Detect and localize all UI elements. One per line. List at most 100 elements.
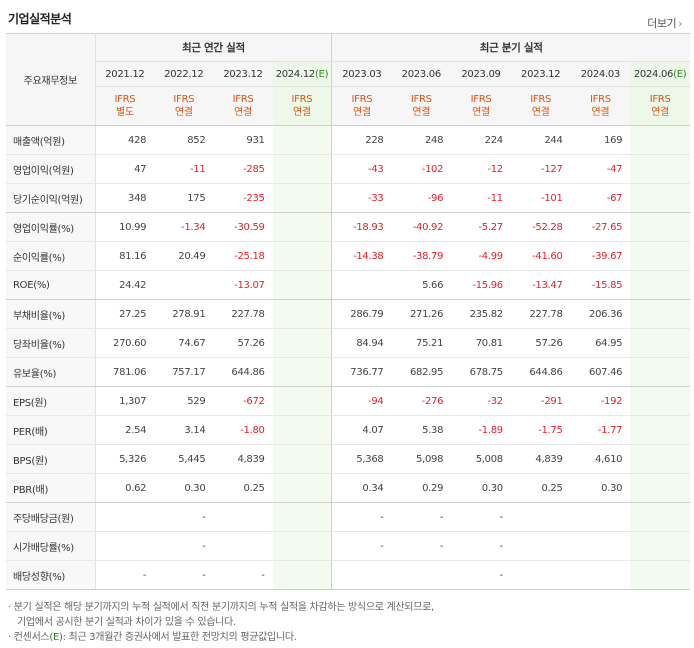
table-cell (630, 560, 690, 590)
period-label: 2023.12 (521, 68, 561, 80)
table-cell (570, 502, 631, 532)
period-header: 2024.03 (570, 61, 631, 87)
table-cell: 0.25 (510, 473, 571, 503)
table-cell: 428 (95, 125, 155, 155)
estimate-mark: (E) (673, 68, 687, 80)
table-cell: 0.62 (95, 473, 155, 503)
table-cell: 47 (95, 154, 155, 184)
table-cell: 757.17 (154, 357, 214, 387)
row-label: 순이익률(%) (6, 241, 96, 271)
table-cell: -192 (570, 386, 631, 416)
accounting-standard: IFRS 별도 (95, 86, 155, 126)
standard-scope: 연결 (472, 107, 490, 118)
table-cell: 20.49 (154, 241, 214, 271)
table-cell (95, 502, 155, 532)
table-cell: 74.67 (154, 328, 214, 358)
table-cell: -127 (510, 154, 571, 184)
table-cell: 57.26 (510, 328, 571, 358)
standard-name: IFRS (114, 94, 136, 105)
footnote-2: · 컨센서스(E): 최근 3개월간 증권사에서 발표한 전망치의 평균값입니다… (8, 632, 297, 643)
table-row: 배당성향(%) - - - - (6, 560, 690, 590)
standard-name: IFRS (649, 94, 671, 105)
table-row: 주당배당금(원) - - - - (6, 502, 690, 532)
table-cell: 5,008 (451, 444, 511, 474)
row-label: 배당성향(%) (6, 560, 96, 590)
standard-name: IFRS (291, 94, 313, 105)
standard-scope: 연결 (412, 107, 431, 118)
period-header: 2022.12 (154, 61, 214, 87)
table-cell: - (391, 531, 452, 561)
standard-scope: 연결 (352, 107, 371, 118)
accounting-standard: IFRS 연결 (510, 86, 571, 126)
row-label: 영업이익률(%) (6, 212, 96, 242)
table-cell: - (213, 560, 273, 590)
row-label: 부채비율(%) (6, 299, 96, 329)
period-header: 2021.12 (95, 61, 155, 87)
table-row: 시가배당률(%) - - - - (6, 531, 690, 561)
table-cell: -96 (391, 183, 452, 213)
period-label: 2022.12 (164, 68, 204, 80)
table-row: 매출액(억원) 428 852 931 228 248 224 244 169 (6, 125, 690, 155)
table-cell (630, 328, 690, 358)
table-cell: -1.34 (154, 212, 214, 242)
table-cell (272, 357, 332, 387)
table-cell: -235 (213, 183, 273, 213)
table-cell: 169 (570, 125, 631, 155)
table-cell (95, 531, 155, 561)
table-cell: -13.47 (510, 270, 571, 300)
standard-scope: 연결 (531, 107, 550, 118)
table-cell: -13.07 (213, 270, 273, 300)
accounting-standard: IFRS 연결 (630, 86, 690, 126)
accounting-standard: IFRS 연결 (391, 86, 452, 126)
table-cell: -101 (510, 183, 571, 213)
table-cell: 286.79 (331, 299, 392, 329)
table-cell (510, 560, 571, 590)
period-label: 2024.06 (633, 68, 674, 80)
table-cell: 75.21 (391, 328, 452, 358)
accounting-standard: IFRS 연결 (570, 86, 631, 126)
table-cell: 5,445 (154, 444, 214, 474)
table-cell: -1.75 (510, 415, 571, 445)
period-label: 2023.03 (342, 68, 382, 80)
table-cell: -25.18 (213, 241, 273, 271)
row-label: 주당배당금(원) (6, 502, 96, 532)
table-cell: 10.99 (95, 212, 155, 242)
table-cell: 27.25 (95, 299, 155, 329)
period-label: 2023.06 (401, 68, 442, 80)
table-cell: 81.16 (95, 241, 155, 271)
table-cell: -15.96 (451, 270, 511, 300)
table-cell (272, 241, 332, 271)
annual-group-header: 최근 연간 실적 (95, 33, 332, 62)
table-cell: 5,368 (331, 444, 392, 474)
table-cell: 931 (213, 125, 273, 155)
table-cell: 644.86 (510, 357, 571, 387)
period-label: 2023.12 (223, 68, 263, 80)
table-cell: -14.38 (331, 241, 392, 271)
standard-scope: 연결 (591, 107, 610, 118)
table-cell: 644.86 (213, 357, 273, 387)
table-cell (272, 531, 332, 561)
period-label: 2021.12 (105, 68, 145, 80)
table-cell (272, 183, 332, 213)
standard-name: IFRS (173, 94, 195, 105)
table-cell (630, 299, 690, 329)
table-cell: - (451, 531, 511, 561)
table-cell: 271.26 (391, 299, 452, 329)
table-cell (630, 183, 690, 213)
more-label[interactable]: 더보기 (647, 17, 677, 30)
row-label: PER(배) (6, 415, 96, 445)
table-cell: 678.75 (451, 357, 511, 387)
table-cell (570, 531, 631, 561)
footnote-1: · 분기 실적은 해당 분기까지의 누적 실적에서 직전 분기까지의 누적 실적… (8, 602, 434, 613)
more-link[interactable]: 더보기 › (647, 15, 682, 31)
table-cell: 852 (154, 125, 214, 155)
table-cell: 1,307 (95, 386, 155, 416)
table-cell (630, 241, 690, 271)
table-cell: -12 (451, 154, 511, 184)
period-header: 2024.06(E) (630, 61, 690, 87)
table-cell (272, 415, 332, 445)
table-cell: - (331, 531, 392, 561)
table-cell (213, 531, 273, 561)
table-cell (630, 125, 690, 155)
row-label: 유보율(%) (6, 357, 96, 387)
